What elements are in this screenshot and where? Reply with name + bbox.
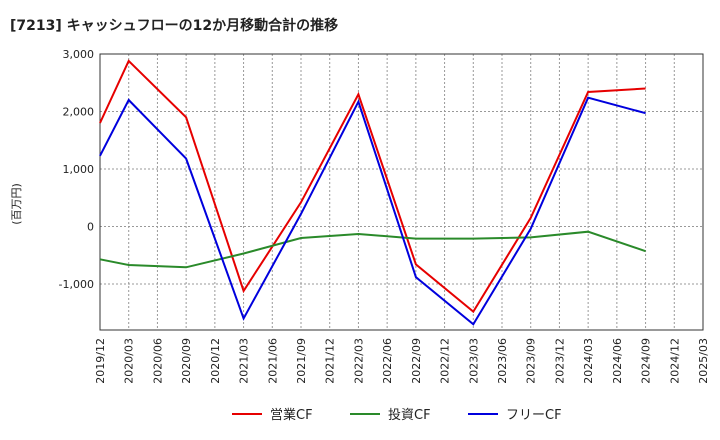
legend: 営業CF 投資CF フリーCF (232, 407, 562, 423)
x-tick-label: 2021/03 (238, 338, 251, 384)
x-tick-label: 2020/09 (180, 338, 193, 384)
x-tick-label: 2022/03 (352, 338, 365, 384)
x-tick-label: 2022/12 (439, 338, 452, 384)
x-tick-label: 2023/09 (525, 338, 538, 384)
y-tick-label: 2,000 (63, 106, 95, 119)
grid-layer (100, 53, 703, 330)
series-line-フリーCF (99, 96, 646, 326)
series-layer (99, 59, 646, 326)
chart-title: [7213] キャッシュフローの12か月移動合計の推移 (10, 17, 338, 34)
legend-label: フリーCF (506, 408, 562, 423)
y-tick-label: 0 (87, 221, 94, 234)
x-tick-label: 2020/06 (151, 338, 164, 384)
x-tick-label: 2023/12 (553, 338, 566, 384)
legend-label: 投資CF (388, 407, 431, 423)
x-tick-label: 2023/06 (496, 338, 509, 384)
x-tick-label: 2020/12 (209, 338, 222, 384)
x-tick-label: 2023/03 (467, 338, 480, 384)
y-tick-label: 3,000 (63, 48, 95, 61)
legend-label: 営業CF (270, 407, 313, 423)
y-axis-label: (百万円) (10, 183, 23, 225)
x-tick-label: 2024/03 (582, 338, 595, 384)
x-tick-label: 2024/09 (640, 338, 653, 384)
x-tick-label: 2021/09 (295, 338, 308, 384)
x-tick-label: 2022/06 (381, 338, 394, 384)
x-tick-labels: 2019/12 2020/03 2020/06 2020/09 2020/12 2021/… (94, 338, 710, 384)
y-tick-label: 1,000 (63, 163, 95, 176)
x-tick-label: 2024/06 (611, 338, 624, 384)
plot-frame (99, 53, 704, 331)
x-tick-label: 2021/12 (324, 338, 337, 384)
y-tick-labels: 3,000 2,000 1,000 0 -1,000 (59, 48, 94, 291)
x-tick-label: 2020/03 (123, 338, 136, 384)
x-tick-label: 2025/03 (697, 338, 710, 384)
x-tick-label: 2021/06 (266, 338, 279, 384)
x-tick-label: 2019/12 (94, 338, 107, 384)
y-tick-label: -1,000 (59, 278, 94, 291)
x-tick-label: 2022/09 (410, 338, 423, 384)
series-line-投資CF (99, 230, 646, 269)
x-tick-label: 2024/12 (668, 338, 681, 384)
series-line-営業CF (99, 59, 646, 314)
